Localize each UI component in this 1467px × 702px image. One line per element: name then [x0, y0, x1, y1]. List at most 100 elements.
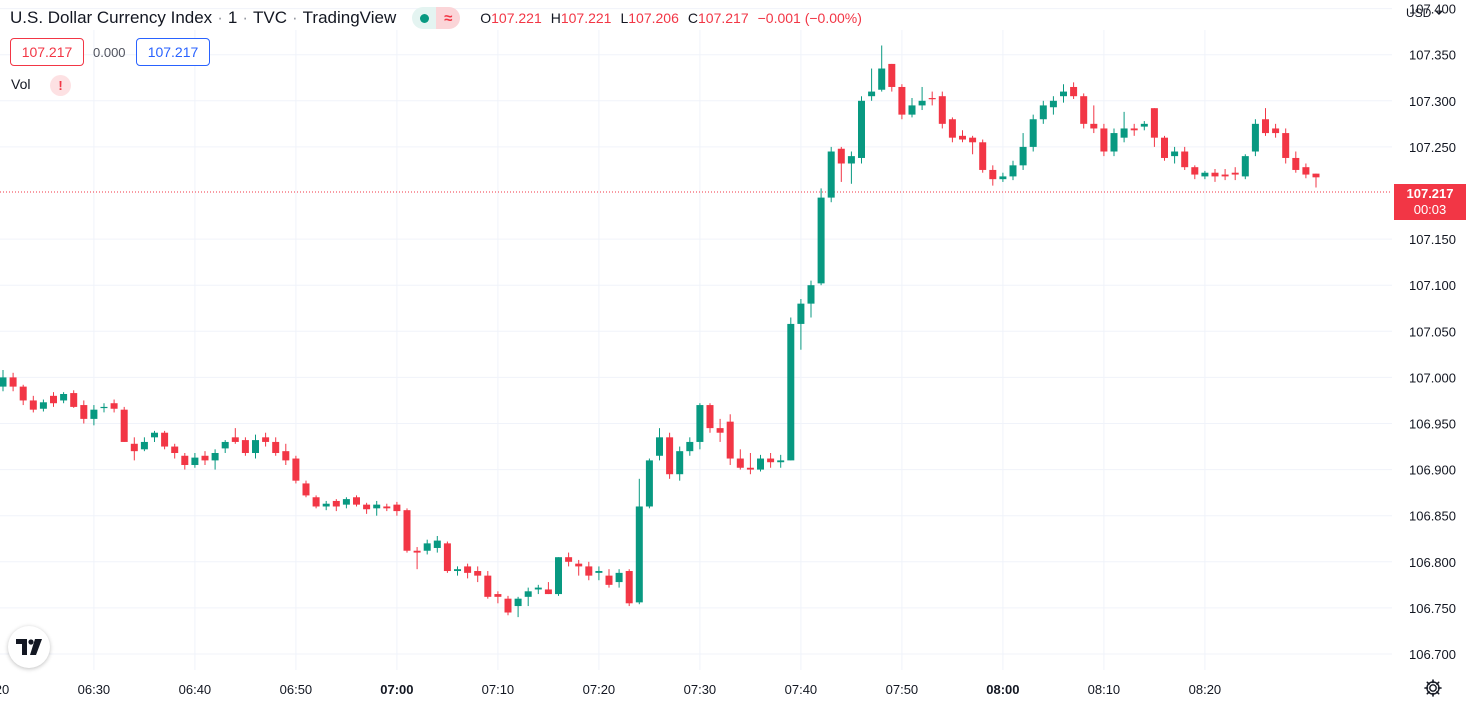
candle-body: [858, 100, 865, 158]
candle-body: [140, 441, 148, 450]
candle: [868, 68, 876, 101]
buy-button[interactable]: 107.217: [136, 38, 210, 66]
candle: [1282, 128, 1290, 164]
candle-body: [767, 458, 775, 463]
candle: [1221, 169, 1229, 181]
candle-body: [70, 393, 78, 407]
candle: [342, 497, 350, 509]
candle-body: [817, 197, 825, 284]
market-status-icon[interactable]: [412, 7, 437, 29]
candle: [1191, 165, 1199, 180]
time-tick-label: 06:50: [280, 682, 313, 697]
candle: [393, 501, 401, 516]
candle-body: [484, 575, 492, 597]
candle: [140, 437, 148, 452]
candle-body: [241, 440, 249, 454]
candle: [938, 91, 946, 129]
candle-body: [1272, 128, 1280, 134]
candle-body: [1090, 123, 1098, 129]
candle: [827, 146, 835, 203]
candle-body: [746, 467, 754, 470]
market-status-pill[interactable]: ≈: [412, 7, 461, 29]
candle-body: [565, 557, 573, 562]
candle-body: [1191, 167, 1199, 175]
candle: [797, 299, 805, 350]
price-tick-label: 106.800: [1409, 555, 1456, 570]
candle: [363, 502, 371, 514]
candle-body: [262, 437, 270, 442]
separator: ·: [242, 8, 248, 27]
candle-body: [0, 377, 7, 387]
warning-icon[interactable]: !: [50, 75, 71, 96]
candle-body: [938, 96, 946, 124]
sell-button[interactable]: 107.217: [10, 38, 84, 66]
candle-body: [524, 591, 532, 597]
price-tick-label: 106.700: [1409, 647, 1456, 662]
chart-grid: [0, 8, 1392, 670]
change-value: −0.001 (−0.00%): [757, 10, 862, 26]
time-tick-label: 08:20: [1189, 682, 1222, 697]
bar-countdown: 00:03: [1413, 202, 1447, 217]
candle: [686, 437, 694, 456]
candle-body: [282, 451, 290, 461]
candle-body: [1060, 91, 1067, 97]
candle: [1009, 160, 1017, 181]
candle: [595, 566, 603, 581]
candle: [1231, 167, 1239, 181]
candle-body: [676, 451, 684, 475]
candle-body: [585, 566, 593, 576]
high-label: H: [550, 10, 561, 26]
candle: [1272, 123, 1280, 138]
candle: [807, 280, 815, 318]
chevron-down-icon: [1435, 10, 1443, 15]
tradingview-logo-icon[interactable]: [8, 626, 50, 668]
candle: [262, 432, 270, 447]
candle: [191, 453, 199, 468]
candle-body: [50, 395, 57, 404]
delayed-data-icon[interactable]: ≈: [436, 7, 461, 29]
symbol-name[interactable]: U.S. Dollar Currency Index: [10, 8, 213, 27]
candle-body: [1171, 151, 1179, 157]
candle: [1161, 135, 1168, 161]
candle: [1181, 146, 1189, 170]
candle-body: [797, 303, 805, 324]
candle: [383, 503, 391, 512]
candle: [19, 384, 27, 406]
candle: [1140, 121, 1148, 131]
candle: [292, 455, 300, 484]
candle: [656, 428, 663, 461]
time-tick-label: 07:40: [785, 682, 818, 697]
candle: [908, 98, 916, 118]
candle: [555, 557, 562, 596]
candle: [1080, 93, 1088, 129]
gear-icon[interactable]: [1423, 678, 1443, 698]
candles: [0, 45, 1320, 618]
candle-body: [292, 458, 300, 481]
candle-body: [959, 135, 966, 140]
candle-body: [80, 405, 88, 419]
exchange-label: TVC: [253, 8, 287, 27]
candle-body: [605, 575, 613, 585]
volume-indicator-label[interactable]: Vol: [11, 76, 31, 92]
candle-body: [191, 457, 199, 465]
candle: [726, 414, 734, 465]
currency-selector[interactable]: USD: [1406, 6, 1444, 20]
candle: [959, 130, 966, 143]
candle: [1100, 123, 1108, 157]
candle-body: [454, 569, 461, 572]
candle-body: [1312, 173, 1320, 178]
candle-body: [181, 455, 189, 465]
symbol-header[interactable]: U.S. Dollar Currency Index · 1 · TVC · T…: [10, 7, 862, 29]
price-tick-label: 107.400: [1409, 2, 1456, 17]
candle: [1019, 133, 1027, 170]
separator: ·: [217, 8, 223, 27]
candle: [544, 582, 552, 595]
candle: [171, 443, 179, 459]
open-label: O: [480, 10, 492, 26]
candle: [252, 434, 259, 459]
candle: [130, 437, 138, 461]
candle: [120, 406, 128, 442]
interval-label[interactable]: 1: [227, 8, 238, 27]
candle-body: [100, 406, 108, 409]
